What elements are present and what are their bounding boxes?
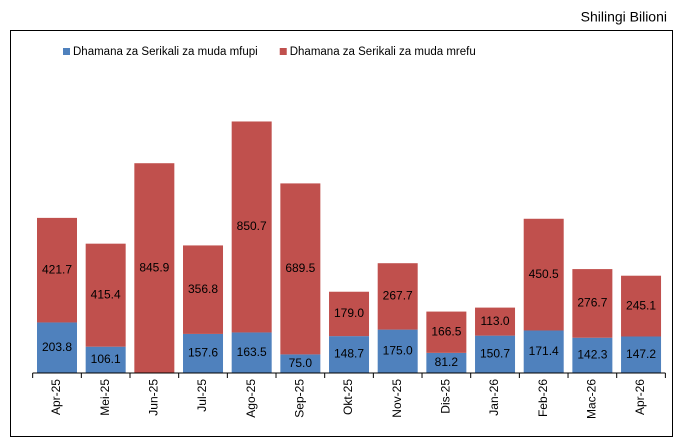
bar-segment [377, 329, 418, 373]
x-tick-label: Jul-25 [195, 379, 209, 412]
bar-segment [426, 352, 467, 373]
x-tick-label: Mac-26 [585, 379, 599, 419]
data-label: 147.2 [626, 347, 656, 361]
bar-segment [183, 245, 224, 334]
x-tick-label: Dis-25 [439, 379, 453, 414]
x-tick-label: Nov-25 [390, 379, 404, 418]
bar-segment [523, 330, 564, 373]
data-label: 106.1 [91, 352, 121, 366]
bar-segment [329, 291, 370, 337]
bar-segment [475, 307, 516, 336]
data-label: 81.2 [435, 355, 459, 369]
x-tick-label: Jun-25 [147, 379, 161, 416]
x-tick-label: Mei-25 [98, 379, 112, 416]
bar-segment [37, 217, 77, 323]
legend-swatch [279, 48, 287, 55]
data-label: 267.7 [383, 289, 413, 303]
data-label: 150.7 [480, 346, 510, 360]
bar-segment [280, 354, 321, 373]
bar-segment [377, 263, 418, 330]
legend-label: Dhamana za Serikali za muda mfupi [73, 46, 258, 58]
data-label: 148.7 [334, 347, 364, 361]
bar-segment [523, 218, 564, 331]
x-tick-label: Apr-25 [49, 379, 63, 415]
x-tick-label: Apr-26 [633, 379, 647, 415]
data-label: 166.5 [431, 324, 461, 338]
bar-segment [37, 322, 77, 373]
data-label: 245.1 [626, 298, 656, 312]
data-label: 450.5 [529, 267, 559, 281]
bar-segment [183, 333, 224, 373]
bar-segment [231, 121, 272, 333]
bar-segment [85, 243, 126, 347]
data-label: 142.3 [577, 348, 607, 362]
data-label: 845.9 [139, 260, 169, 274]
data-label: 157.6 [188, 346, 218, 360]
x-tick-label: Jan-26 [487, 379, 501, 416]
data-label: 356.8 [188, 282, 218, 296]
bar-segment [475, 335, 516, 373]
data-label: 179.0 [334, 306, 364, 320]
x-tick-label: Sep-25 [293, 379, 307, 418]
bar-segment [426, 311, 467, 353]
bar-segment [134, 163, 175, 373]
bar-segment [280, 183, 321, 355]
data-label: 175.0 [383, 343, 413, 357]
data-label: 75.0 [289, 356, 313, 370]
bar-segment [621, 275, 662, 337]
bar-segment [85, 346, 126, 373]
data-label: 415.4 [91, 287, 121, 301]
data-label: 203.8 [42, 340, 72, 354]
unit-label: Shilingi Bilioni [581, 9, 667, 25]
x-tick-label: Ago-25 [244, 379, 258, 418]
data-label: 850.7 [237, 219, 267, 233]
x-tick-label: Okt-25 [341, 379, 355, 415]
chart-border [10, 30, 673, 437]
data-label: 689.5 [285, 261, 315, 275]
plot-area: 203.8421.7Apr-25106.1415.4Mei-250.0845.9… [32, 121, 666, 419]
legend: Dhamana za Serikali za muda mfupi Dhamana… [63, 46, 476, 58]
data-label: 163.5 [237, 345, 267, 359]
bar-segment [329, 336, 370, 373]
x-tick-label: Feb-26 [536, 379, 550, 417]
bar-segment [572, 337, 613, 373]
data-label: 171.4 [529, 344, 559, 358]
data-label: 113.0 [480, 314, 509, 328]
bar-segment [572, 269, 613, 338]
data-label: 276.7 [577, 296, 607, 310]
data-label: 421.7 [42, 262, 72, 276]
bar-segment [231, 332, 272, 373]
legend-label: Dhamana za Serikali za muda mrefu [290, 46, 476, 58]
bar-segment [621, 336, 662, 373]
legend-swatch [63, 48, 70, 55]
